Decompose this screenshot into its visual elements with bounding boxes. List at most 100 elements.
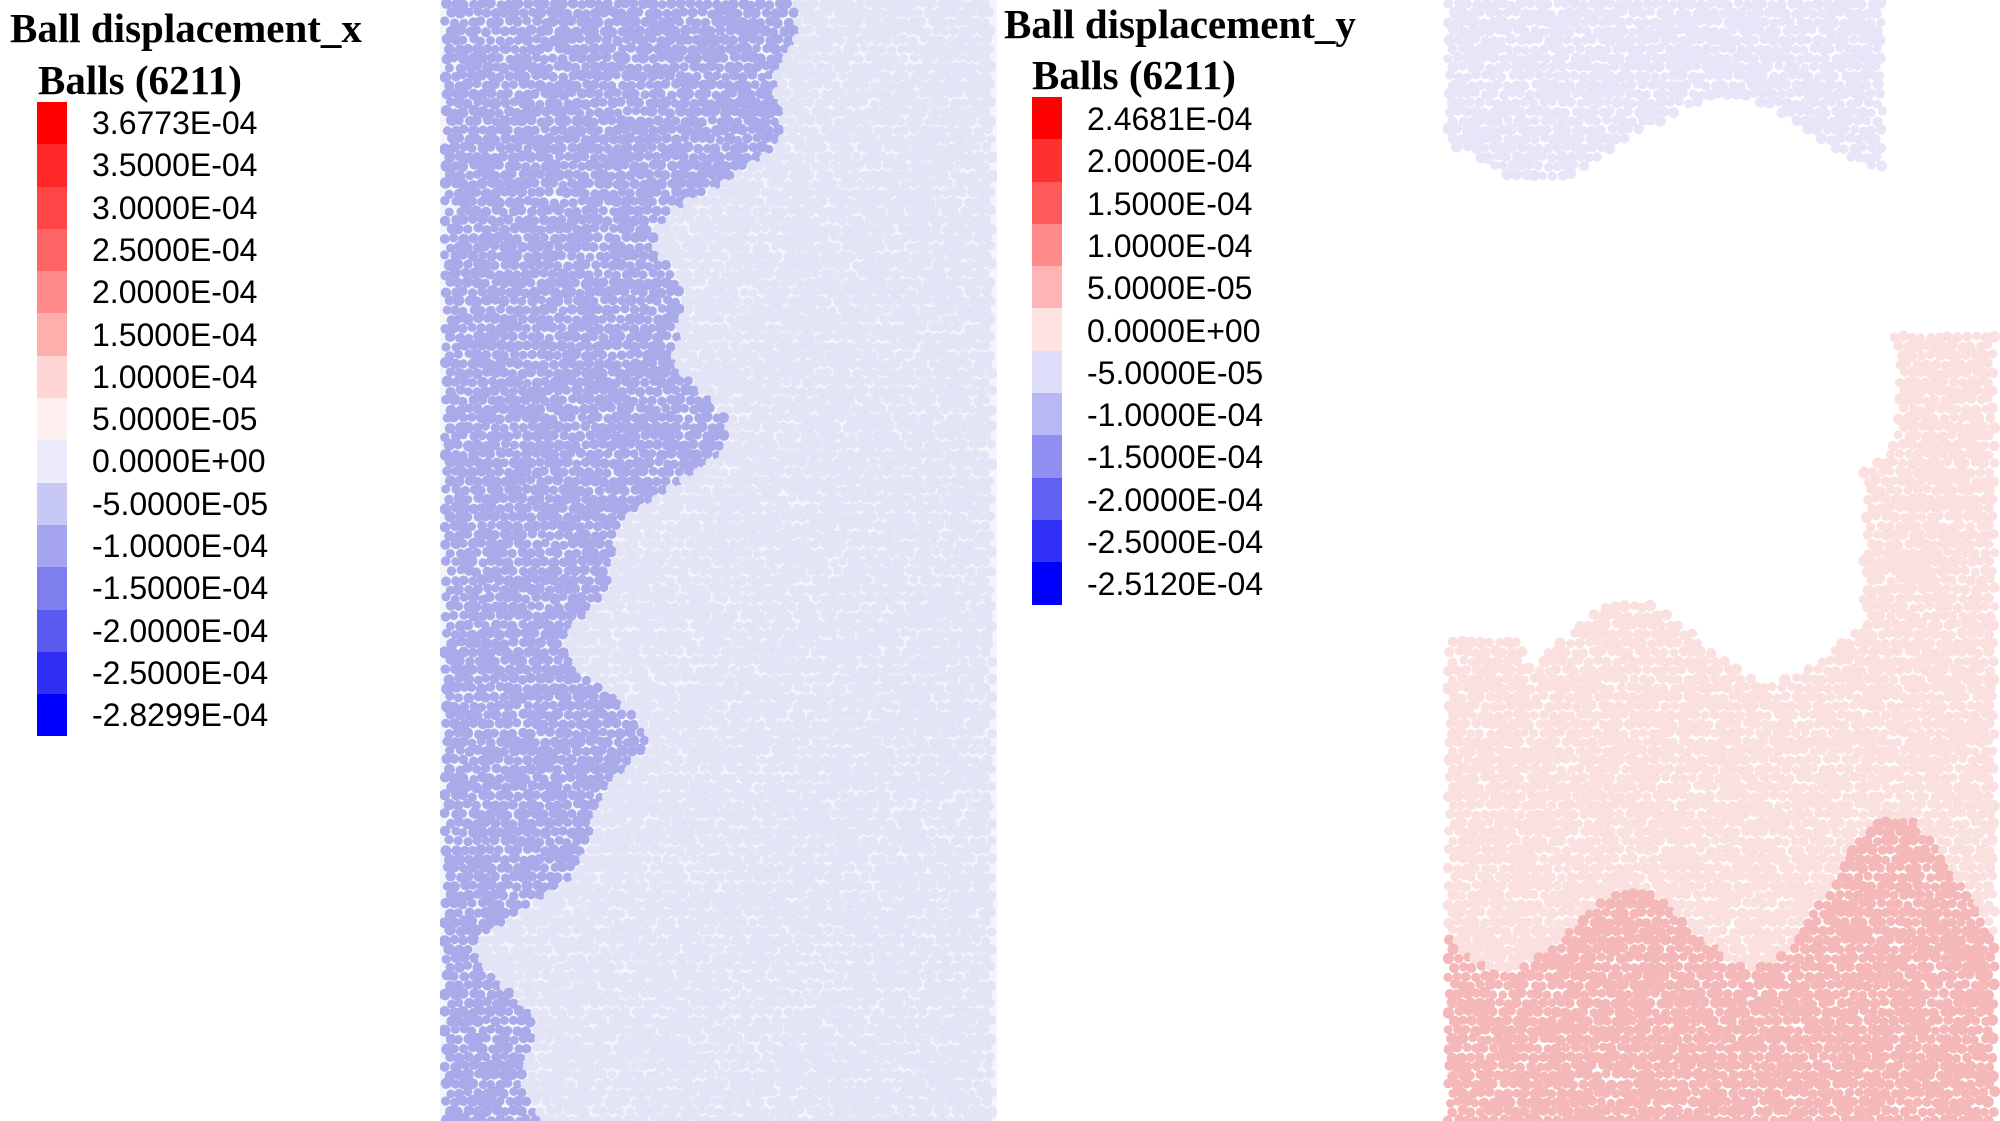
ball-particle (878, 116, 889, 126)
ball-particle (660, 206, 671, 216)
ball-particle (980, 162, 990, 172)
ball-particle (871, 699, 883, 712)
ball-particle (818, 286, 828, 296)
ball-particle (623, 402, 635, 414)
ball-particle (502, 250, 514, 263)
ball-particle (809, 268, 820, 278)
ball-particle (873, 270, 883, 279)
ball-particle (963, 324, 974, 334)
ball-particle (648, 89, 659, 99)
ball-particle (645, 176, 658, 189)
ball-particle (724, 151, 734, 161)
ball-particle (623, 151, 636, 163)
ball-particle (540, 396, 550, 407)
ball-particle (641, 204, 653, 215)
ball-particle (689, 369, 700, 380)
ball-particle (461, 313, 474, 326)
ball-particle (494, 414, 505, 425)
ball-particle (864, 16, 877, 29)
ball-particle (811, 592, 821, 602)
ball-particle (552, 350, 562, 360)
ball-particle (466, 69, 478, 81)
ball-particle (489, 728, 499, 738)
ball-particle (976, 62, 987, 73)
ball-particle (732, 61, 744, 73)
ball-particle (947, 5, 959, 18)
ball-particle (719, 251, 729, 262)
ball-particle (683, 322, 694, 333)
ball-particle (491, 117, 501, 127)
ball-particle (461, 242, 473, 254)
ball-particle (791, 411, 803, 423)
ball-particle (908, 413, 919, 423)
ball-particle (815, 205, 825, 216)
ball-particle (931, 295, 943, 307)
ball-particle (918, 69, 929, 81)
ball-particle (891, 377, 901, 386)
ball-particle (936, 197, 948, 209)
ball-particle (914, 351, 925, 362)
ball-particle (772, 303, 785, 316)
ball-particle (931, 187, 942, 199)
ball-particle (809, 89, 820, 100)
ball-particle (440, 215, 451, 227)
ball-particle (521, 305, 531, 315)
ball-particle (979, 214, 991, 227)
ball-particle (906, 242, 916, 253)
ball-particle (764, 144, 774, 154)
ball-particle (509, 440, 519, 450)
ball-particle (732, 8, 743, 19)
ball-particle (980, 429, 992, 441)
ball-particle (975, 205, 986, 217)
ball-particle (821, 42, 833, 54)
ball-particle (858, 331, 869, 342)
ball-particle (807, 34, 820, 46)
ball-particle (975, 43, 987, 56)
ball-particle (661, 313, 673, 325)
ball-particle (967, 79, 978, 91)
ball-particle (467, 125, 480, 137)
ball-particle (791, 178, 802, 190)
ball-particle (715, 603, 725, 613)
ball-particle (656, 88, 666, 99)
ball-particle (720, 304, 731, 316)
ball-particle (678, 366, 691, 378)
ball-particle (928, 359, 938, 369)
ball-particle (526, 79, 536, 90)
ball-particle (959, 81, 969, 91)
ball-particle (482, 61, 494, 73)
ball-particle (693, 629, 703, 639)
ball-particle (624, 223, 635, 234)
ball-particle (444, 423, 456, 434)
ball-particle (664, 410, 677, 423)
ball-particle (606, 171, 617, 181)
ball-particle (598, 206, 608, 216)
ball-particle (684, 414, 694, 424)
ball-particle (515, 510, 528, 522)
ball-particle (482, 114, 494, 126)
ball-particle (823, 6, 833, 17)
ball-particle (696, 277, 706, 287)
ball-particle (970, 106, 983, 118)
ball-particle (494, 700, 504, 710)
ball-particle (846, 719, 857, 730)
ball-particle (531, 663, 543, 675)
ball-particle (881, 501, 893, 513)
ball-particle (809, 375, 821, 387)
ball-particle (801, 574, 811, 584)
ball-particle (593, 719, 603, 729)
ball-particle (832, 278, 843, 288)
ball-particle (585, 252, 595, 262)
ball-particle (500, 673, 509, 683)
ball-particle (598, 97, 608, 107)
ball-particle (934, 249, 946, 261)
ball-particle (589, 384, 601, 395)
ball-particle (440, 234, 450, 244)
ball-particle (985, 511, 995, 522)
ball-particle (463, 692, 475, 704)
ball-particle (773, 124, 785, 136)
ball-particle (508, 259, 520, 271)
ball-particle (522, 16, 532, 26)
ball-particle (904, 170, 915, 181)
ball-particle (795, 474, 807, 486)
